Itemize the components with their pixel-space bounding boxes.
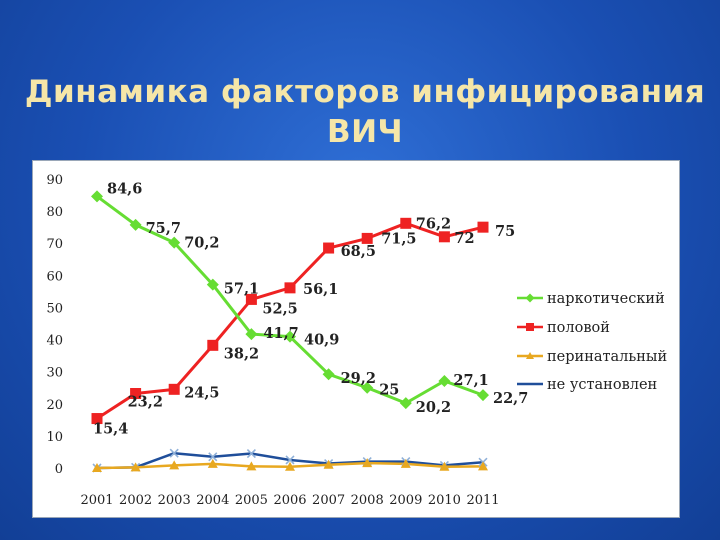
x-tick-label: 2004 bbox=[196, 493, 229, 508]
data-point-marker bbox=[245, 328, 258, 341]
data-point-marker bbox=[129, 218, 142, 231]
data-point-marker bbox=[91, 190, 103, 203]
data-point-marker bbox=[246, 448, 256, 459]
data-point-marker bbox=[362, 458, 373, 468]
data-point-marker bbox=[438, 374, 451, 387]
legend-marker bbox=[526, 352, 534, 359]
data-label: 20,2 bbox=[416, 399, 451, 416]
data-label: 72 bbox=[454, 230, 474, 247]
y-tick-label: 40 bbox=[46, 334, 63, 349]
chart-panel: 0 10 20 30 40 50 60 70 80 90 2001 2002 2003 2004 2005 2… bbox=[32, 160, 680, 518]
slide-title-line1: Динамика факторов инфицирования bbox=[24, 74, 706, 110]
legend-marker bbox=[526, 323, 534, 331]
data-label: 70,2 bbox=[184, 235, 219, 252]
data-label: 15,4 bbox=[93, 421, 128, 438]
x-tick-label: 2006 bbox=[273, 493, 306, 508]
y-tick-label: 80 bbox=[46, 205, 63, 220]
data-point-marker bbox=[130, 462, 141, 472]
data-label: 38,2 bbox=[224, 345, 259, 362]
data-point-marker bbox=[207, 458, 218, 468]
data-point-marker bbox=[400, 458, 411, 468]
x-tick-label: 2003 bbox=[158, 493, 191, 508]
data-point-marker bbox=[284, 282, 296, 294]
data-point-marker bbox=[361, 381, 374, 394]
x-tick-label: 2008 bbox=[351, 493, 384, 508]
data-point-marker bbox=[323, 242, 335, 254]
data-label: 27,1 bbox=[453, 372, 488, 389]
data-label: 56,1 bbox=[303, 281, 338, 298]
data-point-marker bbox=[92, 463, 102, 472]
data-label: 41,7 bbox=[263, 325, 298, 342]
legend-label: перинатальный bbox=[547, 349, 667, 365]
data-label: 24,5 bbox=[184, 384, 219, 401]
legend-label: не установлен bbox=[547, 377, 657, 393]
data-point-marker bbox=[285, 461, 295, 471]
y-tick-label: 0 bbox=[55, 462, 63, 477]
data-point-marker bbox=[169, 460, 180, 470]
data-point-marker bbox=[439, 461, 450, 471]
x-tick-label: 2001 bbox=[80, 493, 113, 508]
data-label: 52,5 bbox=[262, 300, 297, 317]
line-chart: 0 10 20 30 40 50 60 70 80 90 2001 2002 2003 2004 2005 2… bbox=[46, 173, 667, 508]
data-point-marker bbox=[400, 217, 412, 229]
x-tick-label: 2002 bbox=[119, 493, 152, 508]
y-tick-label: 30 bbox=[46, 366, 63, 381]
y-tick-label: 10 bbox=[46, 430, 63, 445]
data-label: 23,2 bbox=[128, 394, 163, 411]
x-tick-label: 2007 bbox=[312, 493, 345, 508]
data-point-marker bbox=[168, 236, 181, 249]
data-point-marker bbox=[168, 383, 180, 395]
data-point-marker bbox=[169, 448, 179, 458]
data-label: 75 bbox=[495, 223, 515, 240]
x-tick-label: 2011 bbox=[466, 493, 499, 508]
data-point-marker bbox=[208, 452, 218, 462]
legend-label: наркотический bbox=[547, 291, 665, 307]
data-label: 57,1 bbox=[224, 281, 259, 298]
x-tick-label: 2010 bbox=[428, 493, 461, 508]
y-tick-label: 70 bbox=[46, 237, 63, 252]
y-tick-label: 90 bbox=[46, 173, 63, 188]
data-point-marker bbox=[323, 459, 334, 469]
slide-title-line2: ВИЧ bbox=[326, 114, 404, 150]
y-tick-label: 50 bbox=[46, 301, 63, 316]
data-point-marker bbox=[285, 455, 295, 465]
data-label: 84,6 bbox=[107, 180, 142, 197]
data-label: 22,7 bbox=[493, 390, 528, 407]
data-label: 71,5 bbox=[381, 230, 416, 247]
legend-label: половой bbox=[547, 320, 610, 336]
data-point-marker bbox=[478, 461, 488, 471]
data-point-marker bbox=[130, 388, 142, 400]
data-label: 76,2 bbox=[416, 215, 451, 232]
y-tick-label: 20 bbox=[46, 398, 63, 413]
data-label: 68,5 bbox=[341, 243, 376, 260]
data-label: 25 bbox=[379, 382, 399, 399]
data-label: 75,7 bbox=[146, 220, 181, 237]
y-tick-label: 60 bbox=[46, 269, 63, 284]
data-label: 29,2 bbox=[341, 370, 376, 387]
data-point-marker bbox=[206, 278, 219, 291]
data-point-marker bbox=[91, 413, 103, 425]
data-point-marker bbox=[477, 389, 489, 402]
series-line-1 bbox=[96, 221, 484, 420]
data-point-marker bbox=[399, 397, 412, 410]
data-point-marker bbox=[322, 368, 335, 381]
data-point-marker bbox=[477, 221, 489, 233]
slide-title: Динамика факторов инфицирования ВИЧ bbox=[20, 72, 710, 152]
x-tick-label: 2009 bbox=[389, 493, 422, 508]
data-point-marker bbox=[207, 339, 219, 351]
x-tick-label: 2005 bbox=[235, 493, 268, 508]
data-point-marker bbox=[246, 461, 257, 471]
data-point-marker bbox=[245, 293, 257, 305]
data-point-marker bbox=[284, 330, 296, 343]
data-point-marker bbox=[438, 231, 450, 243]
data-point-marker bbox=[361, 232, 373, 244]
legend-marker bbox=[525, 293, 535, 303]
data-label: 40,9 bbox=[304, 332, 339, 349]
